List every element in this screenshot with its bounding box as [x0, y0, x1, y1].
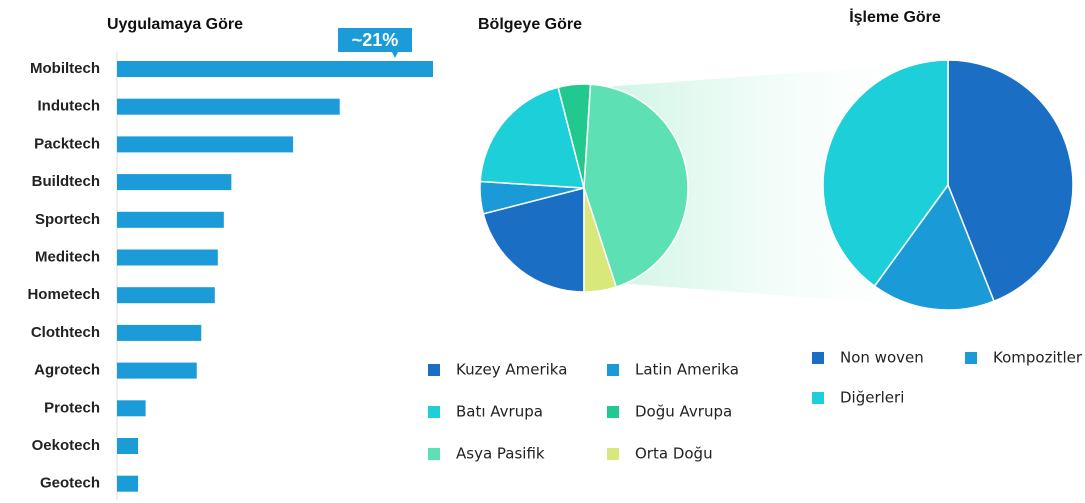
legend-label: Diğerleri	[840, 389, 904, 407]
pie-slice	[583, 83, 689, 288]
chart-title: Bölgeye Göre	[478, 16, 582, 33]
category-label: Mobiltech	[30, 60, 100, 77]
legend-label: Asya Pasifik	[456, 445, 545, 463]
bar	[117, 249, 218, 266]
bar	[117, 174, 232, 191]
legend-label: Doğu Avrupa	[635, 403, 732, 421]
pie-slice	[873, 183, 995, 311]
legend-swatch	[965, 352, 977, 364]
chart-title: Uygulamaya Göre	[107, 16, 243, 33]
legend-label: Orta Doğu	[635, 445, 713, 463]
legend-swatch	[607, 364, 619, 376]
legend-label: Kompozitler	[993, 349, 1083, 367]
legend-swatch	[812, 352, 824, 364]
chart-title: İşleme Göre	[849, 8, 941, 26]
category-label: Clothtech	[31, 324, 100, 341]
bar	[117, 61, 433, 77]
annotation: ~21%	[352, 30, 399, 50]
legend-label: Kuzey Amerika	[456, 361, 567, 379]
legend-label: Batı Avrupa	[456, 403, 543, 421]
legend-swatch	[428, 406, 440, 418]
category-label: Sportech	[35, 211, 100, 228]
bar	[117, 98, 340, 115]
category-label: Hometech	[27, 286, 100, 303]
bar	[117, 400, 146, 417]
legend-swatch	[607, 448, 619, 460]
bar	[117, 136, 294, 153]
pie-slice	[822, 59, 949, 288]
pie-slice	[947, 59, 1074, 303]
category-label: Agrotech	[34, 362, 100, 379]
bar	[117, 362, 197, 379]
legend-swatch	[428, 364, 440, 376]
bar	[117, 475, 139, 492]
pie-slice	[482, 187, 585, 293]
pie-slice	[583, 187, 618, 293]
category-label: Geotech	[40, 475, 100, 492]
legend-swatch	[812, 392, 824, 404]
category-label: Oekotech	[32, 437, 100, 454]
annotation-box	[338, 28, 412, 58]
category-label: Packtech	[34, 135, 100, 152]
category-label: Protech	[44, 399, 100, 416]
bar	[117, 324, 202, 341]
legend-label: Non woven	[840, 349, 924, 367]
category-label: Meditech	[35, 248, 100, 265]
category-label: Buildtech	[32, 173, 100, 190]
category-label: Indutech	[38, 98, 101, 115]
legend-swatch	[607, 406, 619, 418]
bar	[117, 287, 215, 304]
bar	[117, 211, 224, 228]
bar	[117, 438, 139, 454]
legend-swatch	[428, 448, 440, 460]
legend-label: Latin Amerika	[635, 361, 739, 379]
pie-slice	[479, 86, 585, 189]
